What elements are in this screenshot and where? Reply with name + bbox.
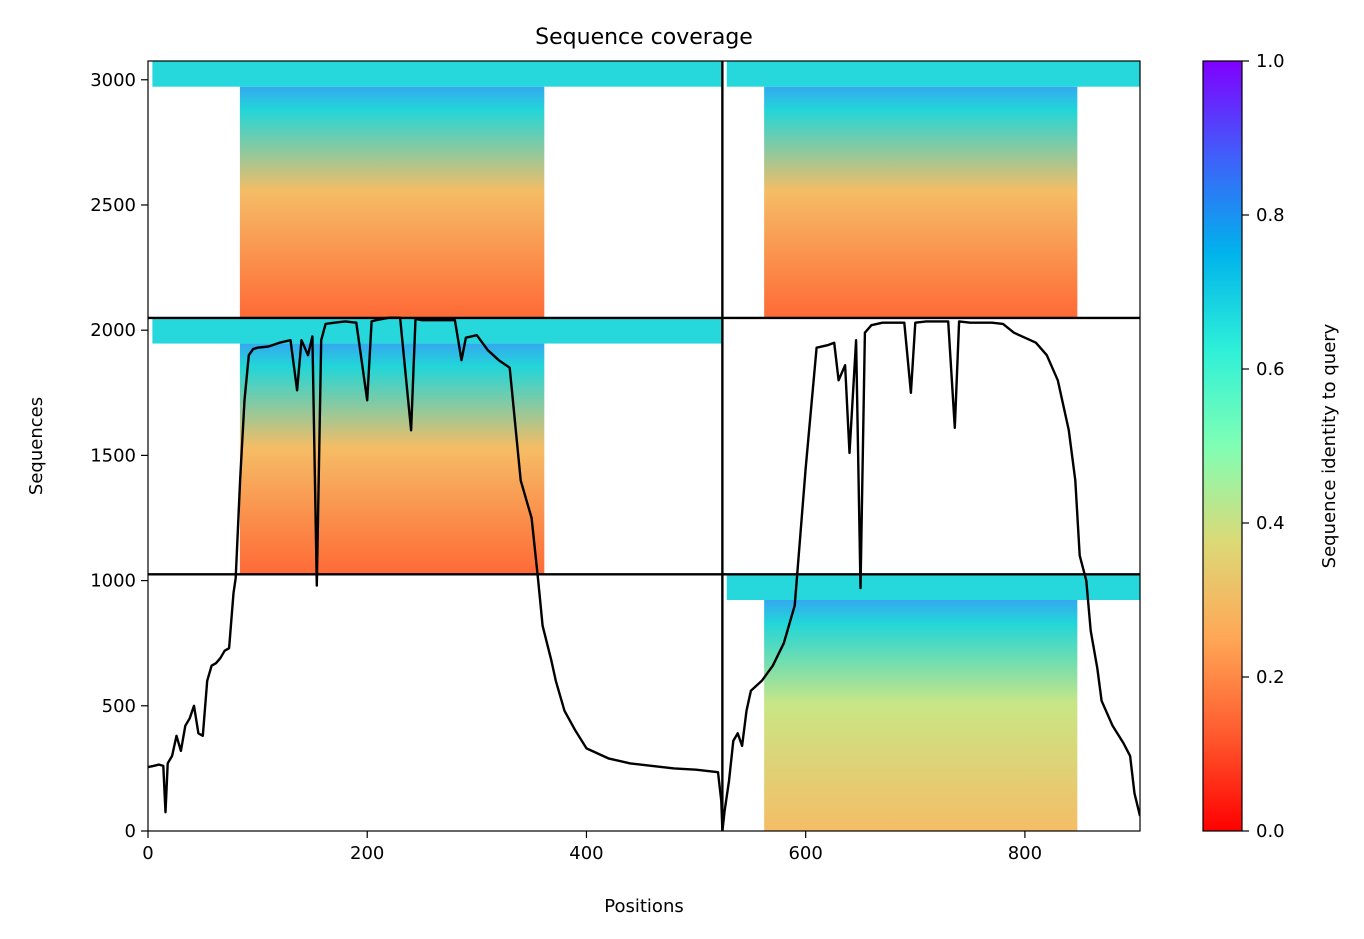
block-body xyxy=(764,86,1078,318)
block-body xyxy=(239,343,545,575)
colorbar-label: Sequence identity to query xyxy=(1319,323,1340,568)
block-top-band xyxy=(152,61,723,87)
plot-frame xyxy=(147,60,1141,832)
y-tick-label: 500 xyxy=(102,696,136,717)
y-tick-label: 1500 xyxy=(90,445,136,466)
y-tick-label: 2000 xyxy=(90,320,136,341)
block-body xyxy=(764,600,1078,831)
x-tick-label: 600 xyxy=(788,843,822,864)
colorbar-ticks: 0.0 0.2 0.4 0.6 0.8 1.0 xyxy=(1242,51,1285,842)
x-tick-label: 800 xyxy=(1008,843,1042,864)
block-body xyxy=(239,86,545,318)
x-axis-ticks: 0 200 400 600 800 xyxy=(142,831,1042,864)
y-tick-label: 1000 xyxy=(90,571,136,592)
heatmap-area xyxy=(148,61,1140,831)
block-dividers xyxy=(148,61,1140,831)
colorbar-tick-label: 0.6 xyxy=(1256,359,1285,380)
block-2 xyxy=(152,317,723,575)
y-tick-label: 2500 xyxy=(90,195,136,216)
coverage-blocks xyxy=(152,61,1140,831)
y-tick-label: 3000 xyxy=(90,70,136,91)
colorbar-tick-label: 0.8 xyxy=(1256,205,1285,226)
block-5 xyxy=(726,574,1140,831)
x-tick-label: 0 xyxy=(142,843,153,864)
y-axis-label: Sequences xyxy=(26,397,47,495)
x-tick-label: 400 xyxy=(569,843,603,864)
x-tick-label: 200 xyxy=(350,843,384,864)
block-0 xyxy=(152,61,723,318)
colorbar-tick-label: 0.2 xyxy=(1256,667,1285,688)
colorbar-tick-label: 1.0 xyxy=(1256,51,1285,72)
coverage-line xyxy=(148,316,1140,831)
block-1 xyxy=(726,61,1140,318)
block-top-band xyxy=(152,317,723,344)
block-top-band xyxy=(726,574,1140,600)
chart-title: Sequence coverage xyxy=(535,25,753,50)
colorbar-tick-label: 0.4 xyxy=(1256,513,1285,534)
colorbar: 0.0 0.2 0.4 0.6 0.8 1.0 Sequence identity to … xyxy=(1202,51,1340,842)
y-tick-label: 0 xyxy=(125,821,136,842)
x-axis-label: Positions xyxy=(604,896,683,917)
colorbar-gradient xyxy=(1202,60,1243,832)
block-top-band xyxy=(726,61,1140,87)
y-axis-ticks: 0 500 1000 1500 2000 2500 3000 xyxy=(90,70,148,842)
colorbar-tick-label: 0.0 xyxy=(1256,821,1285,842)
